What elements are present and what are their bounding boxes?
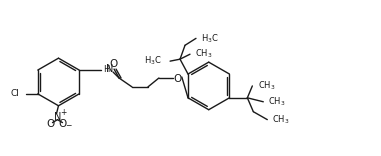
Text: H$_3$C: H$_3$C [201,32,219,45]
Text: O: O [46,119,54,129]
Text: O: O [109,59,117,69]
Text: CH$_3$: CH$_3$ [272,113,290,126]
Text: N: N [106,64,114,74]
Text: O: O [58,119,67,129]
Text: CH$_3$: CH$_3$ [195,48,213,61]
Text: Cl: Cl [11,89,20,98]
Text: +: + [60,108,67,117]
Text: CH$_3$: CH$_3$ [258,80,275,92]
Text: O: O [174,74,182,84]
Text: CH$_3$: CH$_3$ [269,95,286,108]
Text: H$_3$C: H$_3$C [144,55,162,67]
Text: −: − [65,121,72,130]
Text: H: H [103,65,109,74]
Text: N: N [54,112,61,122]
